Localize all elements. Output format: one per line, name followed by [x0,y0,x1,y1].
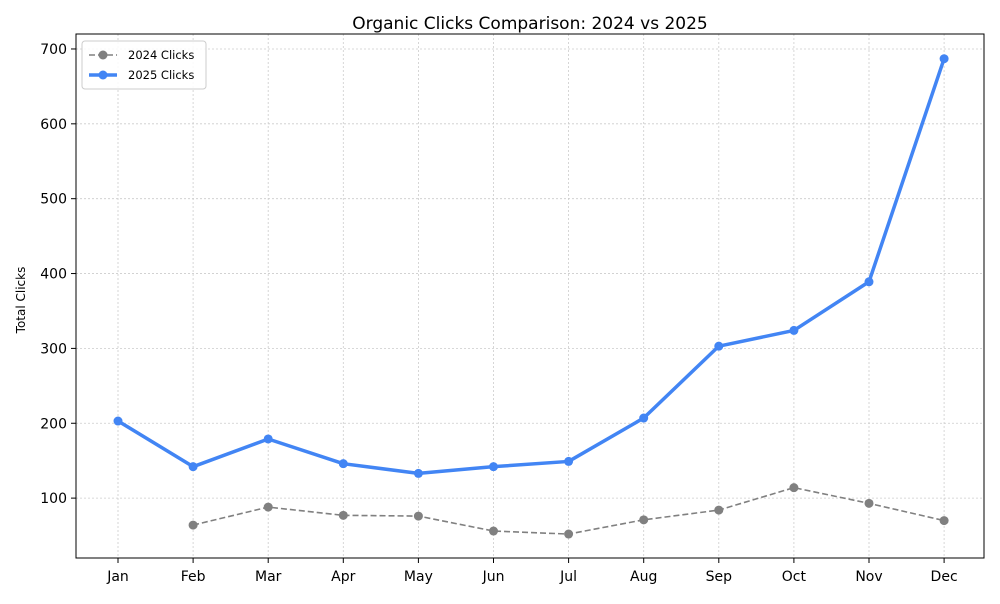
y-tick-label: 400 [40,267,67,283]
data-point [489,526,498,536]
x-tick-label: Sep [706,569,733,585]
x-tick-label: Aug [630,569,657,585]
data-point [714,505,724,515]
data-point [263,434,273,444]
legend-label-2024: 2024 Clicks [128,48,194,62]
x-tick-label: Mar [255,569,282,585]
data-point [489,462,498,472]
data-point [864,277,874,287]
data-point [338,510,348,520]
data-point [939,54,949,64]
data-point [564,456,574,466]
x-tick-label: Jan [106,569,129,585]
x-tick-label: Feb [181,569,206,585]
series-2024-clicks [188,483,949,539]
data-point [188,462,198,472]
x-tick-label: Apr [331,569,355,585]
data-point [714,341,724,351]
y-axis-label: Total Clicks [14,267,28,335]
data-point [789,325,799,335]
x-tick-label: May [404,569,433,585]
x-tick-label: Dec [931,569,958,585]
axes: Jan Feb Mar Apr May Jun Jul Aug Sep Oct Nov Dec 100 2… [40,42,957,585]
series-layer [113,54,949,539]
x-tick-label: Oct [782,569,807,585]
data-point [639,413,649,423]
y-tick-label: 300 [40,341,67,357]
legend-label-2025: 2025 Clicks [128,68,194,82]
data-point [864,498,874,508]
data-point [639,515,649,525]
series-2025-clicks [113,54,949,478]
chart-title: Organic Clicks Comparison: 2024 vs 2025 [352,14,707,34]
data-point [113,416,123,426]
plot-area-frame [75,33,985,559]
data-point [939,516,949,526]
data-point [338,459,348,469]
legend: 2024 Clicks 2025 Clicks [81,40,207,90]
x-tick-label: Nov [855,569,882,585]
legend-marker-2024 [98,50,108,60]
data-point [413,511,423,521]
series-line [117,58,946,476]
legend-box [81,40,207,90]
legend-marker-2025 [98,70,108,80]
data-point [263,502,273,512]
y-tick-label: 700 [40,42,67,58]
grid [76,34,984,558]
data-point [413,468,423,478]
y-tick-label: 100 [40,491,67,507]
y-tick-label: 500 [40,192,67,208]
y-tick-label: 200 [40,416,67,432]
x-tick-label: Jun [482,569,505,585]
data-point [564,529,574,539]
y-tick-label: 600 [40,117,67,133]
x-tick-label: Jul [559,569,577,585]
data-point [789,483,799,493]
data-point [188,520,198,530]
